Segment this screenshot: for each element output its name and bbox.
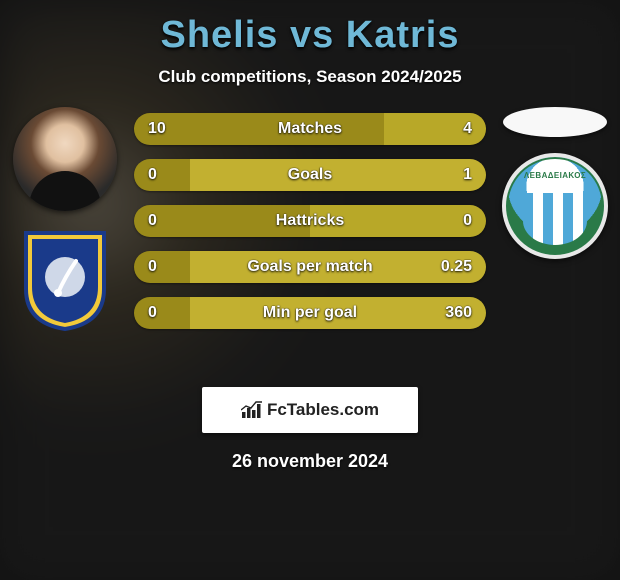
left-column — [6, 107, 124, 331]
bar-segment-right — [190, 159, 486, 191]
bar-metric-label: Hattricks — [276, 212, 344, 230]
bar-metric-label: Goals per match — [247, 258, 372, 276]
bar-value-right: 0.25 — [441, 258, 472, 276]
bar-value-left: 0 — [148, 304, 157, 322]
bar-metric-label: Matches — [278, 120, 342, 138]
watermark[interactable]: FcTables.com — [202, 387, 418, 433]
bar-segment-left — [134, 251, 190, 283]
watermark-text: FcTables.com — [267, 400, 379, 420]
bar-value-right: 1 — [463, 166, 472, 184]
stat-bar: 0 Goals per match 0.25 — [134, 251, 486, 283]
date-label: 26 november 2024 — [0, 451, 620, 472]
right-column: ΛΕΒΑΔΕΙΑΚΟΣ — [496, 107, 614, 259]
bar-value-left: 10 — [148, 120, 166, 138]
bar-metric-label: Goals — [288, 166, 332, 184]
card: Shelis vs Katris Club competitions, Seas… — [0, 0, 620, 580]
player-right-photo — [503, 107, 607, 137]
stat-bar: 10 Matches 4 — [134, 113, 486, 145]
subtitle: Club competitions, Season 2024/2025 — [0, 67, 620, 87]
comparison-stage: ΛΕΒΑΔΕΙΑΚΟΣ 10Matches40Goals10Hattricks0… — [0, 113, 620, 363]
bar-segment-left — [134, 297, 190, 329]
bar-value-right: 360 — [445, 304, 472, 322]
club-right-badge: ΛΕΒΑΔΕΙΑΚΟΣ — [502, 153, 608, 259]
player-left-photo — [13, 107, 117, 211]
stat-bar: 0 Min per goal 360 — [134, 297, 486, 329]
bar-value-right: 4 — [463, 120, 472, 138]
stat-bar: 0 Hattricks 0 — [134, 205, 486, 237]
bar-metric-label: Min per goal — [263, 304, 357, 322]
stat-bars: 10Matches40Goals10Hattricks00Goals per m… — [134, 113, 486, 329]
bar-value-left: 0 — [148, 212, 157, 230]
page-title: Shelis vs Katris — [0, 14, 620, 57]
bar-chart-icon — [241, 401, 263, 419]
bar-segment-left — [134, 159, 190, 191]
bar-segment-left — [134, 113, 384, 145]
bar-value-left: 0 — [148, 258, 157, 276]
club-right-text: ΛΕΒΑΔΕΙΑΚΟΣ — [524, 171, 586, 180]
bar-value-right: 0 — [463, 212, 472, 230]
club-left-badge — [20, 227, 110, 331]
stat-bar: 0 Goals 1 — [134, 159, 486, 191]
bar-value-left: 0 — [148, 166, 157, 184]
